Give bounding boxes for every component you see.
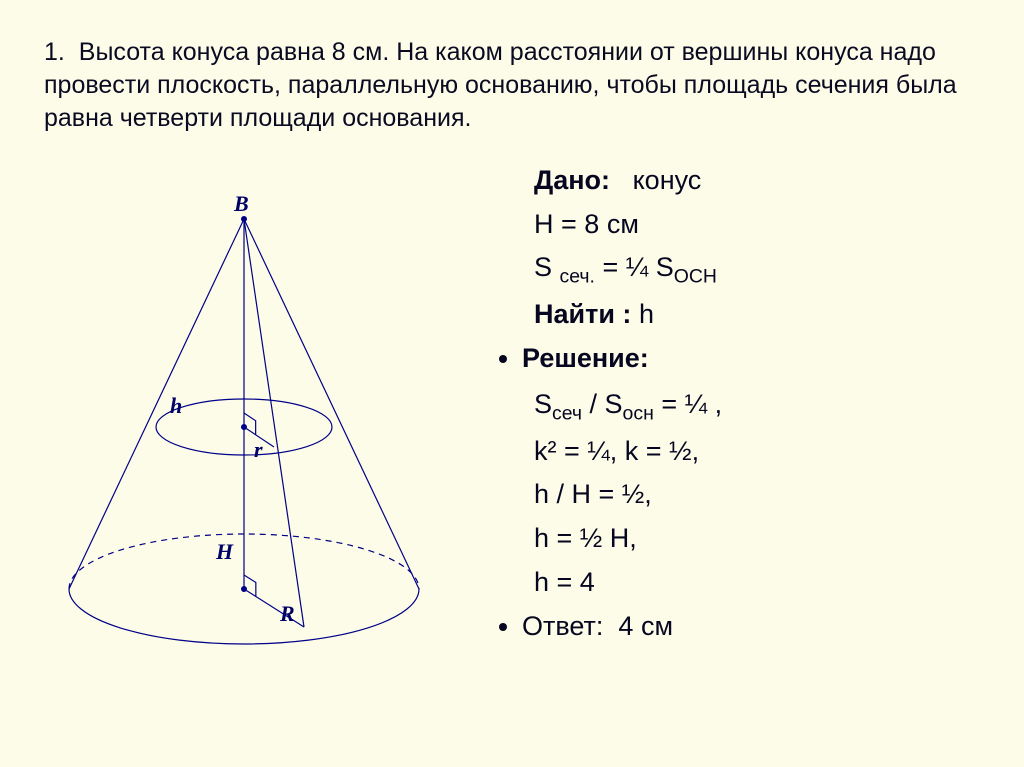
svg-text:R: R — [279, 601, 295, 626]
step-h4: h = 4 — [534, 561, 722, 605]
given-Ssech-sub: сеч. — [560, 266, 595, 288]
given-H-label: H = — [534, 209, 577, 239]
given-object: конус — [633, 165, 702, 195]
step-h-half: h = ½ H, — [534, 517, 722, 561]
answer-item: Ответ: 4 см — [522, 605, 722, 649]
svg-text:r: r — [254, 437, 263, 462]
solution-block: Дано: конус H = 8 см S сеч. = ¼ SОСН Най… — [494, 159, 722, 650]
answer-heading: Ответ: — [522, 611, 603, 641]
given-relation: = ¼ S — [602, 252, 673, 282]
problem-text: Высота конуса равна 8 см. На каком расст… — [44, 38, 957, 132]
cone-diagram: Bh r H R — [44, 159, 464, 674]
find-heading: Найти : — [534, 299, 631, 329]
step-k: k² = ¼, k = ½, — [534, 430, 722, 474]
svg-text:H: H — [215, 539, 234, 564]
svg-text:h: h — [170, 393, 182, 418]
find-target: h — [639, 299, 654, 329]
solution-steps: Sсеч / Sосн = ¼ , k² = ¼, k = ½, h / H =… — [504, 383, 722, 605]
given-Ssech-S: S — [534, 252, 552, 282]
given-H-value: 8 см — [584, 209, 639, 239]
solution-heading-item: Решение: — [522, 337, 722, 381]
answer-value: 4 см — [618, 611, 673, 641]
step-hH: h / H = ½, — [534, 473, 722, 517]
problem-statement: 1. Высота конуса равна 8 см. На каком ра… — [44, 36, 980, 135]
problem-number: 1. — [44, 38, 65, 66]
given-heading: Дано: — [534, 165, 610, 195]
step-ratio: Sсеч / Sосн = ¼ , — [534, 383, 722, 430]
given-Sosn-sub: ОСН — [674, 266, 717, 288]
svg-text:B: B — [233, 191, 249, 216]
solution-heading: Решение: — [522, 343, 649, 373]
given-block: Дано: конус H = 8 см S сеч. = ¼ SОСН Най… — [504, 159, 722, 337]
